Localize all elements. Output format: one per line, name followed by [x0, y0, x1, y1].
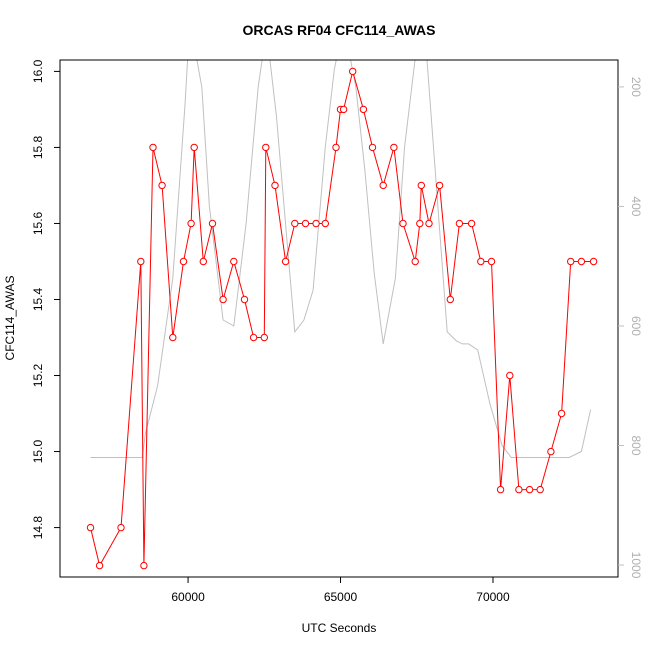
data-point	[416, 219, 424, 228]
plot-layer: 60000 65000 70000 14.8 15.0 15.2 15.4 15.6 15.8 1…	[31, 59, 643, 604]
data-point	[515, 485, 523, 494]
x-tick-label: 60000	[171, 590, 205, 604]
data-point	[249, 333, 258, 342]
y-tick-label: 15.0	[31, 440, 45, 464]
y-tick-label: 16.0	[31, 59, 45, 83]
data-point	[140, 561, 148, 570]
data-point	[359, 105, 368, 114]
data-point	[117, 523, 125, 532]
y-tick-label: 14.8	[31, 516, 45, 540]
data-point	[506, 371, 514, 380]
data-point	[262, 143, 270, 152]
y2-tick-label: 200	[629, 77, 643, 97]
data-point	[467, 219, 476, 228]
chart-title: ORCAS RF04 CFC114_AWAS	[243, 22, 436, 38]
plot-frame	[59, 59, 619, 578]
data-point	[446, 295, 454, 304]
y-axis-label: CFC114_AWAS	[3, 276, 17, 361]
data-point	[291, 219, 299, 228]
data-point	[219, 295, 227, 304]
data-point	[190, 143, 198, 152]
data-point	[208, 219, 217, 228]
data-point	[339, 105, 348, 114]
data-point	[332, 143, 340, 152]
data-point	[390, 143, 398, 152]
data-point	[187, 219, 195, 228]
data-point	[411, 257, 419, 266]
data-point	[260, 333, 268, 342]
data-point	[379, 181, 387, 190]
data-point	[567, 257, 575, 266]
y2-tick-label: 800	[629, 435, 643, 455]
data-point	[399, 219, 407, 228]
data-point	[589, 257, 598, 266]
data-point	[536, 485, 544, 494]
data-point	[477, 257, 485, 266]
data-point	[577, 257, 586, 266]
data-point	[137, 257, 145, 266]
data-point	[199, 257, 208, 266]
data-point	[312, 219, 320, 228]
data-point	[525, 485, 534, 494]
x-axis-label: UTC Seconds	[302, 621, 377, 635]
y2-tick-label: 1000	[629, 552, 643, 579]
data-point	[240, 295, 249, 304]
x-tick-label: 65000	[324, 590, 358, 604]
y-tick-label: 15.6	[31, 211, 45, 235]
data-point	[169, 333, 177, 342]
y2-tick-label: 400	[629, 196, 643, 216]
data-point	[368, 143, 377, 152]
y2-tick-label: 600	[629, 316, 643, 336]
data-point	[455, 219, 464, 228]
data-point	[425, 219, 433, 228]
data-point	[321, 219, 329, 228]
data-point	[487, 257, 496, 266]
data-point	[349, 67, 357, 76]
data-point	[86, 523, 95, 532]
x-tick-label: 70000	[476, 590, 510, 604]
data-point	[149, 143, 157, 152]
data-point	[179, 257, 188, 266]
data-point	[496, 485, 505, 494]
data-point	[435, 181, 444, 190]
y-tick-label: 15.8	[31, 135, 45, 159]
data-point	[557, 409, 566, 418]
data-point	[417, 181, 425, 190]
data-point	[281, 257, 290, 266]
data-point	[95, 561, 104, 570]
data-point	[547, 447, 555, 456]
data-point	[230, 257, 238, 266]
data-point	[301, 219, 310, 228]
data-point	[271, 181, 279, 190]
data-point	[158, 181, 166, 190]
series-secondary-line	[90, 60, 592, 458]
y-tick-label: 15.2	[31, 364, 45, 388]
y-tick-label: 15.4	[31, 287, 45, 311]
